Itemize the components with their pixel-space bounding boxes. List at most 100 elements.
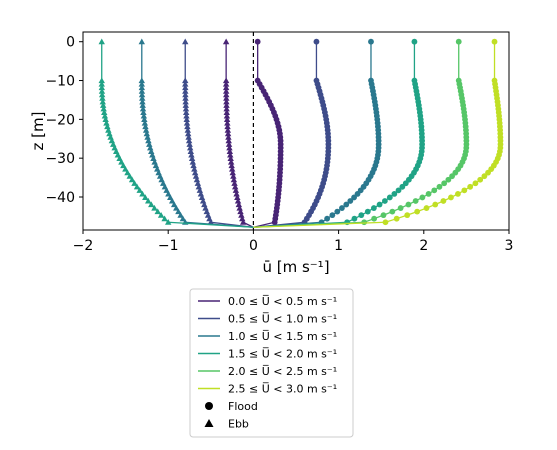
data-point <box>148 201 155 208</box>
data-point <box>223 102 230 108</box>
series-ebb-3 <box>98 38 254 228</box>
data-point <box>386 194 393 201</box>
data-point <box>105 126 112 133</box>
data-point <box>393 215 400 222</box>
data-point <box>195 183 203 190</box>
data-point <box>477 176 484 183</box>
data-point <box>151 204 158 211</box>
data-point <box>491 38 498 45</box>
data-point <box>182 38 189 45</box>
data-point <box>230 176 238 183</box>
data-point <box>142 123 149 130</box>
data-point <box>226 148 234 154</box>
data-point <box>190 162 197 169</box>
data-point <box>223 105 230 112</box>
data-point <box>436 183 443 190</box>
data-point <box>376 201 383 208</box>
legend-entry: 1.0 ≤ U̅ < 1.5 m s⁻¹ <box>198 330 337 343</box>
data-point <box>224 126 232 133</box>
data-point <box>222 80 230 87</box>
legend-label: 2.5 ≤ U̅ < 3.0 m s⁻¹ <box>228 382 337 395</box>
data-point <box>154 208 161 215</box>
data-point <box>358 212 365 219</box>
data-point <box>98 84 106 91</box>
data-point <box>139 98 146 105</box>
data-point <box>122 165 129 172</box>
data-point <box>225 134 232 140</box>
data-point <box>131 180 138 186</box>
data-point <box>161 215 168 222</box>
data-point <box>139 190 146 197</box>
data-point <box>194 180 202 186</box>
legend-entry: 2.0 ≤ U̅ < 2.5 m s⁻¹ <box>198 365 337 378</box>
data-point <box>238 211 245 218</box>
data-point <box>224 130 232 137</box>
data-point <box>173 204 180 211</box>
data-point <box>361 219 368 226</box>
legend-label: 0.0 ≤ U̅ < 0.5 m s⁻¹ <box>228 295 337 308</box>
data-point <box>120 162 127 169</box>
data-point <box>104 123 111 130</box>
data-point <box>142 194 149 200</box>
data-point <box>182 91 189 98</box>
data-point <box>193 176 201 183</box>
data-point <box>231 183 239 190</box>
data-point <box>324 215 331 222</box>
data-point <box>448 194 454 201</box>
data-point <box>99 102 107 108</box>
x-tick-label: 3 <box>505 238 514 254</box>
data-point <box>183 119 191 126</box>
data-point <box>197 190 205 197</box>
data-point <box>140 109 147 115</box>
data-point <box>339 205 345 211</box>
data-point <box>98 91 106 98</box>
data-point <box>141 116 148 123</box>
data-point <box>98 77 105 84</box>
data-point <box>222 38 230 45</box>
series-line <box>253 41 468 228</box>
plot-frame <box>82 31 510 231</box>
data-point <box>143 130 151 137</box>
data-point <box>432 201 439 208</box>
data-point <box>198 194 206 200</box>
data-point <box>225 141 233 147</box>
data-point <box>223 116 231 123</box>
data-point <box>103 119 110 126</box>
data-point <box>351 215 358 222</box>
data-point <box>175 208 182 215</box>
data-point <box>227 151 234 158</box>
series-flood-4 <box>253 38 470 228</box>
data-point <box>232 187 240 193</box>
data-point <box>380 212 387 219</box>
data-point <box>222 87 230 94</box>
data-point <box>224 123 231 130</box>
data-point <box>183 109 190 115</box>
data-point <box>124 169 131 176</box>
data-point <box>170 201 178 208</box>
data-point <box>347 198 354 204</box>
data-point <box>138 38 145 45</box>
data-point <box>146 141 153 147</box>
series-ebb-0 <box>222 38 254 228</box>
data-point <box>354 190 361 197</box>
data-point <box>254 38 261 45</box>
data-point <box>138 84 146 91</box>
data-point <box>182 80 189 87</box>
data-point <box>182 105 190 112</box>
series-flood-2 <box>253 38 382 228</box>
data-point <box>182 87 189 94</box>
data-point <box>136 187 143 193</box>
x-tick-label: 0 <box>249 238 258 254</box>
data-point <box>231 180 238 186</box>
x-tick-label: −1 <box>158 238 179 254</box>
data-point <box>441 180 448 187</box>
data-point <box>425 190 432 197</box>
data-point <box>389 208 396 215</box>
data-point <box>334 208 341 215</box>
legend-marker-symbol <box>204 419 214 427</box>
data-point <box>183 116 190 123</box>
data-point <box>183 112 190 119</box>
data-point <box>391 190 398 197</box>
data-point <box>224 119 231 126</box>
